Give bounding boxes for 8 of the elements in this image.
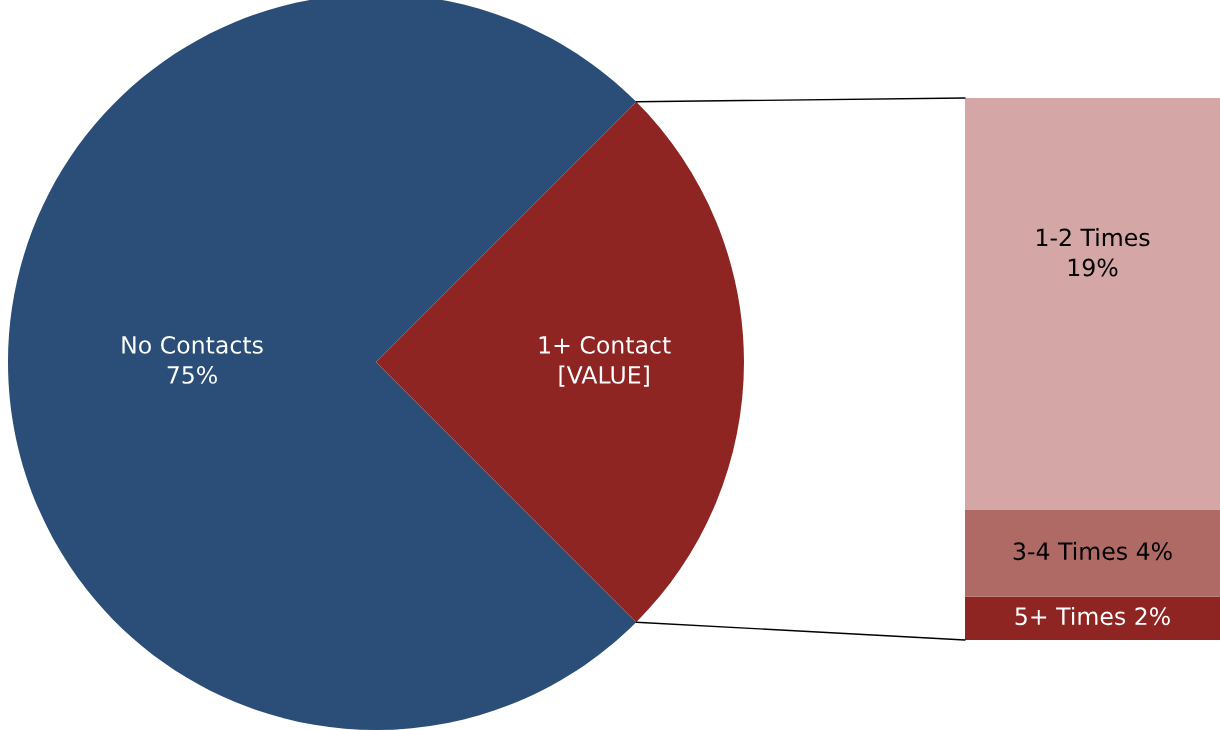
data-label: 75% xyxy=(167,366,217,384)
data-label: [VALUE] xyxy=(559,365,649,387)
text: 5+ Times 2% xyxy=(1015,606,1170,626)
slice-label: No Contacts xyxy=(122,335,263,354)
series-label: 1-2 Times xyxy=(1037,228,1150,247)
slice-label: 1+ Contact xyxy=(539,335,671,354)
text: 3-4 Times 4% xyxy=(1013,541,1172,561)
data-label: 19% xyxy=(1068,258,1118,277)
